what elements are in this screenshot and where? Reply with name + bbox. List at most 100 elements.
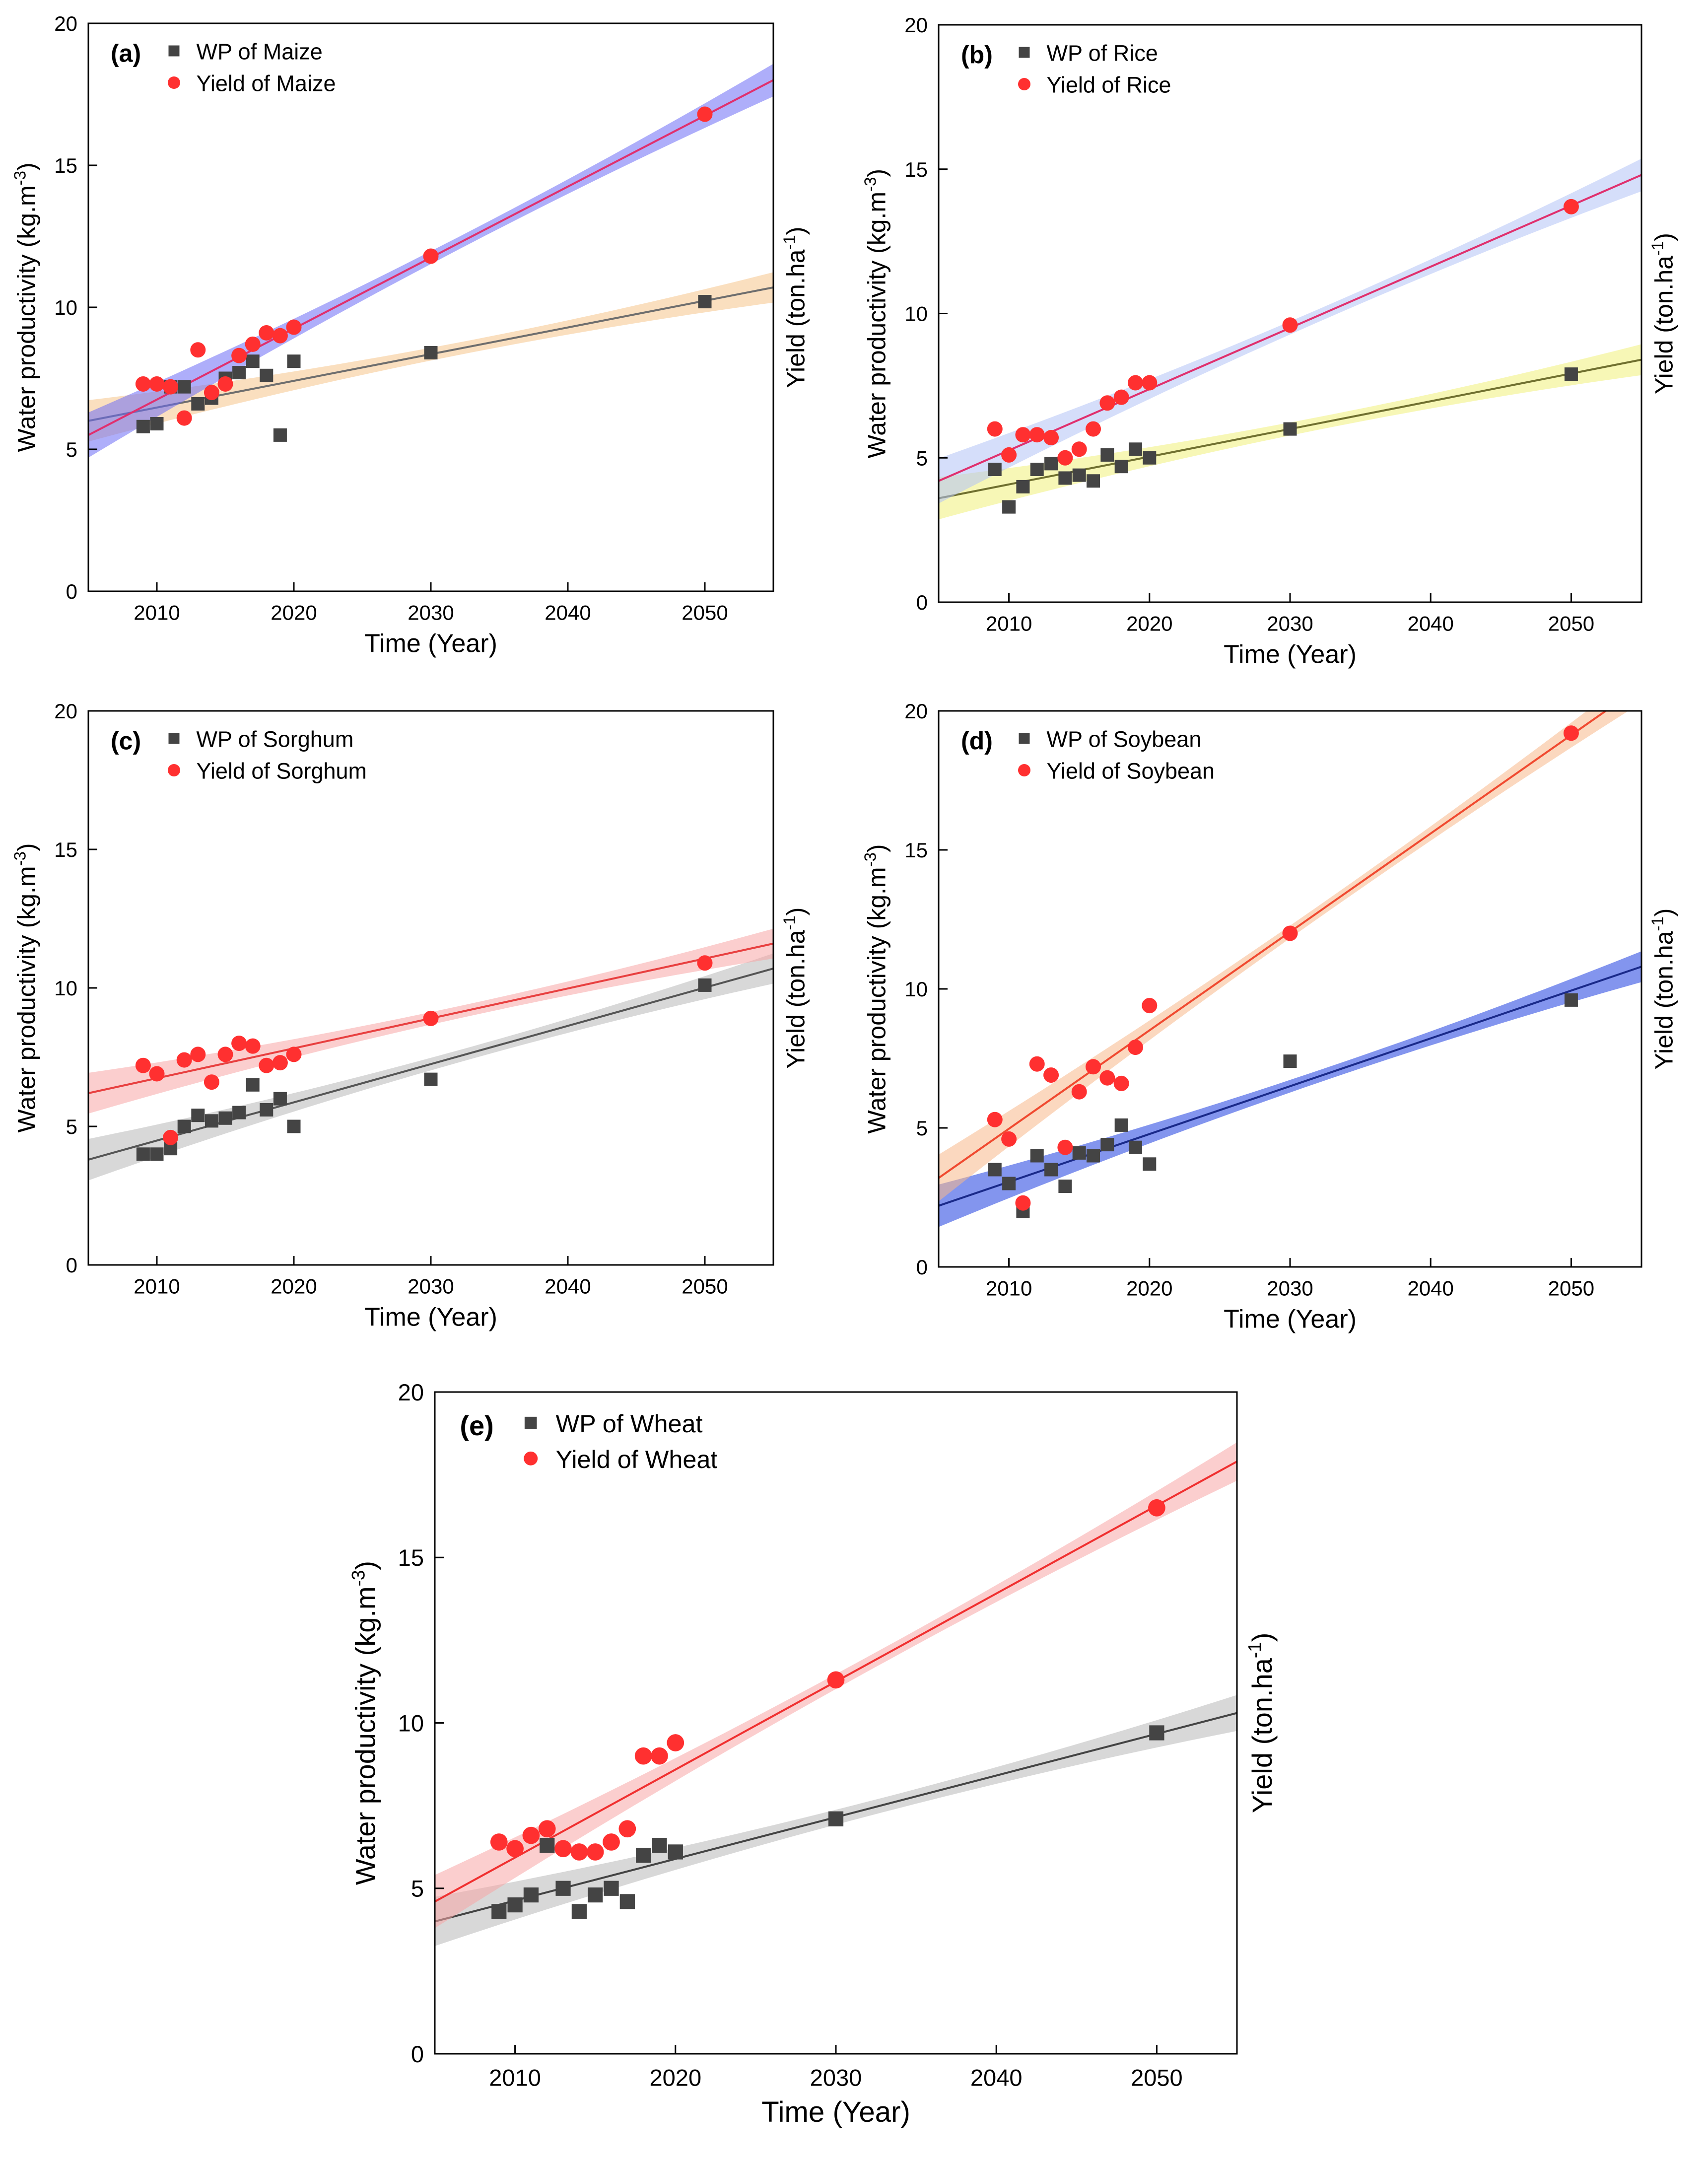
plot-area <box>939 158 1641 520</box>
y-tick-label: 20 <box>904 13 928 37</box>
panel-label: (a) <box>111 40 141 68</box>
data-point-yield <box>987 421 1003 437</box>
data-point-yield <box>1142 375 1158 391</box>
y-tick-label: 0 <box>916 1256 928 1279</box>
x-tick-label: 2040 <box>1407 1277 1453 1300</box>
data-point-wp <box>491 1904 507 1919</box>
data-point-wp <box>273 1092 287 1106</box>
data-point-wp <box>287 1119 301 1133</box>
data-point-wp <box>1002 500 1016 514</box>
legend-label: Yield of Maize <box>197 71 336 96</box>
y-axis-title-right: Yield (ton.ha-1) <box>1648 233 1678 394</box>
data-point-yield <box>135 376 151 392</box>
legend-label: Yield of Rice <box>1047 72 1171 98</box>
data-point-yield <box>1148 1499 1165 1517</box>
data-point-yield <box>1015 427 1031 443</box>
data-point-yield <box>1057 450 1073 466</box>
chart-panel-2: 2010 2020 2030 2040 2050 0 5 10 15 20 Time (Year) W… <box>861 13 1678 669</box>
y-axis-title-left-sup: -3 <box>861 852 880 867</box>
data-point-wp <box>1072 1146 1086 1160</box>
data-point-yield <box>697 955 713 971</box>
data-point-yield <box>1043 1067 1059 1083</box>
data-point-wp <box>1143 451 1157 465</box>
data-point-wp <box>1087 1149 1100 1163</box>
y-tick-label: 15 <box>398 1544 424 1571</box>
data-point-wp <box>287 354 301 368</box>
data-point-yield <box>618 1820 636 1838</box>
y-axis-title-right: Yield (ton.ha-1) <box>780 907 810 1069</box>
data-point-wp <box>1114 1118 1128 1132</box>
chart-panel-4: 2010 2020 2030 2040 2050 0 5 10 15 20 Time (Year) W… <box>861 699 1678 1334</box>
y-axis-title-left-sup: -3 <box>11 851 29 866</box>
x-tick-label: 2020 <box>1126 1277 1172 1300</box>
data-point-yield <box>1043 430 1059 446</box>
fit-line-1 <box>88 968 773 1161</box>
y-tick-label: 15 <box>904 838 928 862</box>
data-point-wp <box>1030 1149 1044 1163</box>
y-axis-title-left: Water productivity (kg.m-3) <box>11 843 41 1132</box>
data-point-yield <box>1001 447 1017 463</box>
legend-marker-wp <box>524 1416 537 1429</box>
data-point-yield <box>1099 1070 1115 1086</box>
y-axis-title-right-text: Yield (ton.ha <box>1650 256 1678 394</box>
data-point-wp <box>698 978 712 992</box>
legend-label: Yield of Sorghum <box>197 759 367 784</box>
data-point-wp <box>232 366 246 380</box>
chart-panel-1: 2010 2020 2030 2040 2050 0 5 10 15 20 Time (Year) W… <box>11 12 810 658</box>
y-axis-title-left-text: Water productivity (kg.m <box>863 192 891 458</box>
data-point-wp <box>1058 471 1072 485</box>
data-point-wp <box>1044 457 1058 471</box>
data-point-yield <box>1113 389 1129 405</box>
y-axis-title-right-sup: -1 <box>780 235 799 249</box>
y-axis-title-right-sup: -1 <box>780 915 799 930</box>
x-tick-label: 2010 <box>986 1277 1032 1300</box>
data-point-wp <box>1002 1177 1016 1190</box>
y-tick-label: 5 <box>916 1116 928 1140</box>
data-point-wp <box>1100 1138 1114 1152</box>
y-axis-title-left: Water productivity (kg.m-3) <box>11 162 41 452</box>
data-point-wp <box>1114 460 1128 474</box>
data-point-yield <box>272 1055 288 1071</box>
x-axis-title: Time (Year) <box>364 1303 497 1332</box>
x-tick-label: 2050 <box>1131 2064 1183 2091</box>
plot-area <box>435 1442 1237 1946</box>
x-axis-title: Time (Year) <box>364 629 497 658</box>
data-point-wp <box>1128 442 1142 456</box>
legend-label: WP of Sorghum <box>197 727 354 752</box>
data-point-yield <box>149 376 165 392</box>
y-axis-title-right-end: ) <box>1650 908 1678 917</box>
y-axis-title-right-text: Yield (ton.ha <box>782 930 810 1068</box>
x-tick-label: 2020 <box>1126 612 1172 635</box>
data-point-yield <box>1057 1139 1073 1155</box>
y-axis-title-left-text: Water productivity (kg.m <box>13 185 41 452</box>
x-tick-label: 2040 <box>545 601 591 625</box>
y-axis-title-left-end: ) <box>863 844 891 852</box>
x-tick-label: 2050 <box>1548 1277 1594 1300</box>
data-point-yield <box>1563 725 1579 741</box>
chart-panel-5: 2010 2020 2030 2040 2050 0 5 10 15 20 Time (Year) W… <box>348 1379 1278 2128</box>
data-point-yield <box>1029 427 1045 443</box>
y-axis-title-right-sup: -1 <box>1648 241 1667 256</box>
x-tick-label: 2050 <box>1548 612 1594 635</box>
legend-label: WP of Wheat <box>556 1409 703 1438</box>
data-point-wp <box>177 1119 191 1133</box>
y-axis-title-right: Yield (ton.ha-1) <box>780 227 810 388</box>
y-axis-title-left-end: ) <box>13 843 41 851</box>
data-point-yield <box>1282 925 1298 941</box>
legend-marker-yield <box>1018 764 1030 776</box>
x-tick-label: 2040 <box>1407 612 1453 635</box>
x-tick-label: 2030 <box>1267 612 1313 635</box>
data-point-wp <box>1072 468 1086 482</box>
data-point-wp <box>232 1106 246 1119</box>
data-point-yield <box>163 1129 179 1145</box>
data-point-yield <box>423 248 439 264</box>
x-tick-label: 2010 <box>489 2064 541 2091</box>
y-tick-label: 15 <box>904 158 928 181</box>
data-point-wp <box>540 1837 555 1853</box>
y-tick-label: 5 <box>66 438 77 461</box>
data-point-yield <box>245 336 261 352</box>
x-axis-title: Time (Year) <box>1224 640 1357 669</box>
data-point-wp <box>571 1904 587 1919</box>
